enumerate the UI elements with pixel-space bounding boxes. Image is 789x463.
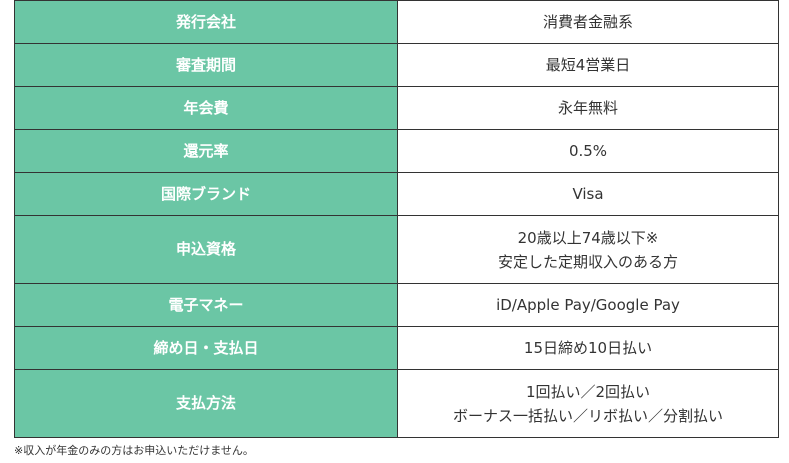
table-row-brand: 国際ブランド Visa (14, 172, 779, 216)
table-row-annual-fee: 年会費 永年無料 (14, 86, 779, 130)
row-value-line: 1回払い／2回払い (525, 382, 651, 401)
row-label: 締め日・支払日 (14, 326, 398, 370)
row-value: 消費者金融系 (397, 0, 779, 44)
table-row-review-period: 審査期間 最短4営業日 (14, 43, 779, 87)
row-label: 申込資格 (14, 215, 398, 284)
row-value-line: 永年無料 (557, 99, 618, 117)
row-value-line: Visa (572, 185, 604, 203)
table-row-eligibility: 申込資格 20歳以上74歳以下※ 安定した定期収入のある方 (14, 215, 779, 284)
row-value: 0.5% (397, 129, 779, 173)
row-label: 国際ブランド (14, 172, 398, 216)
row-value-line: ボーナス一括払い／リボ払い／分割払い (452, 406, 723, 425)
row-label: 年会費 (14, 86, 398, 130)
table-row-issuer: 発行会社 消費者金融系 (14, 0, 779, 44)
row-value-line: 安定した定期収入のある方 (497, 252, 678, 271)
footnote: ※収入が年金のみの方はお申込いただけません。 (14, 444, 254, 457)
row-value-line: 0.5% (568, 142, 608, 160)
table-row-reward-rate: 還元率 0.5% (14, 129, 779, 173)
row-value-line: iD/Apple Pay/Google Pay (496, 296, 680, 314)
row-value-line: 20歳以上74歳以下※ (517, 228, 659, 247)
row-value: Visa (397, 172, 779, 216)
table-row-payment-method: 支払方法 1回払い／2回払い ボーナス一括払い／リボ払い／分割払い (14, 369, 779, 438)
row-value: 1回払い／2回払い ボーナス一括払い／リボ払い／分割払い (397, 369, 779, 438)
row-label: 支払方法 (14, 369, 398, 438)
table-row-billing-dates: 締め日・支払日 15日締め10日払い (14, 326, 779, 370)
row-value: 15日締め10日払い (397, 326, 779, 370)
row-label: 還元率 (14, 129, 398, 173)
row-label: 審査期間 (14, 43, 398, 87)
row-value-line: 最短4営業日 (545, 56, 631, 74)
row-value: 最短4営業日 (397, 43, 779, 87)
card-spec-table: 発行会社 消費者金融系 審査期間 最短4営業日 年会費 永年無料 還元率 (14, 0, 779, 438)
table-row-e-money: 電子マネー iD/Apple Pay/Google Pay (14, 283, 779, 327)
row-value: 20歳以上74歳以下※ 安定した定期収入のある方 (397, 215, 779, 284)
row-value: iD/Apple Pay/Google Pay (397, 283, 779, 327)
row-label: 発行会社 (14, 0, 398, 44)
row-value: 永年無料 (397, 86, 779, 130)
row-value-line: 15日締め10日払い (523, 339, 653, 357)
row-value-line: 消費者金融系 (542, 13, 633, 31)
row-label: 電子マネー (14, 283, 398, 327)
